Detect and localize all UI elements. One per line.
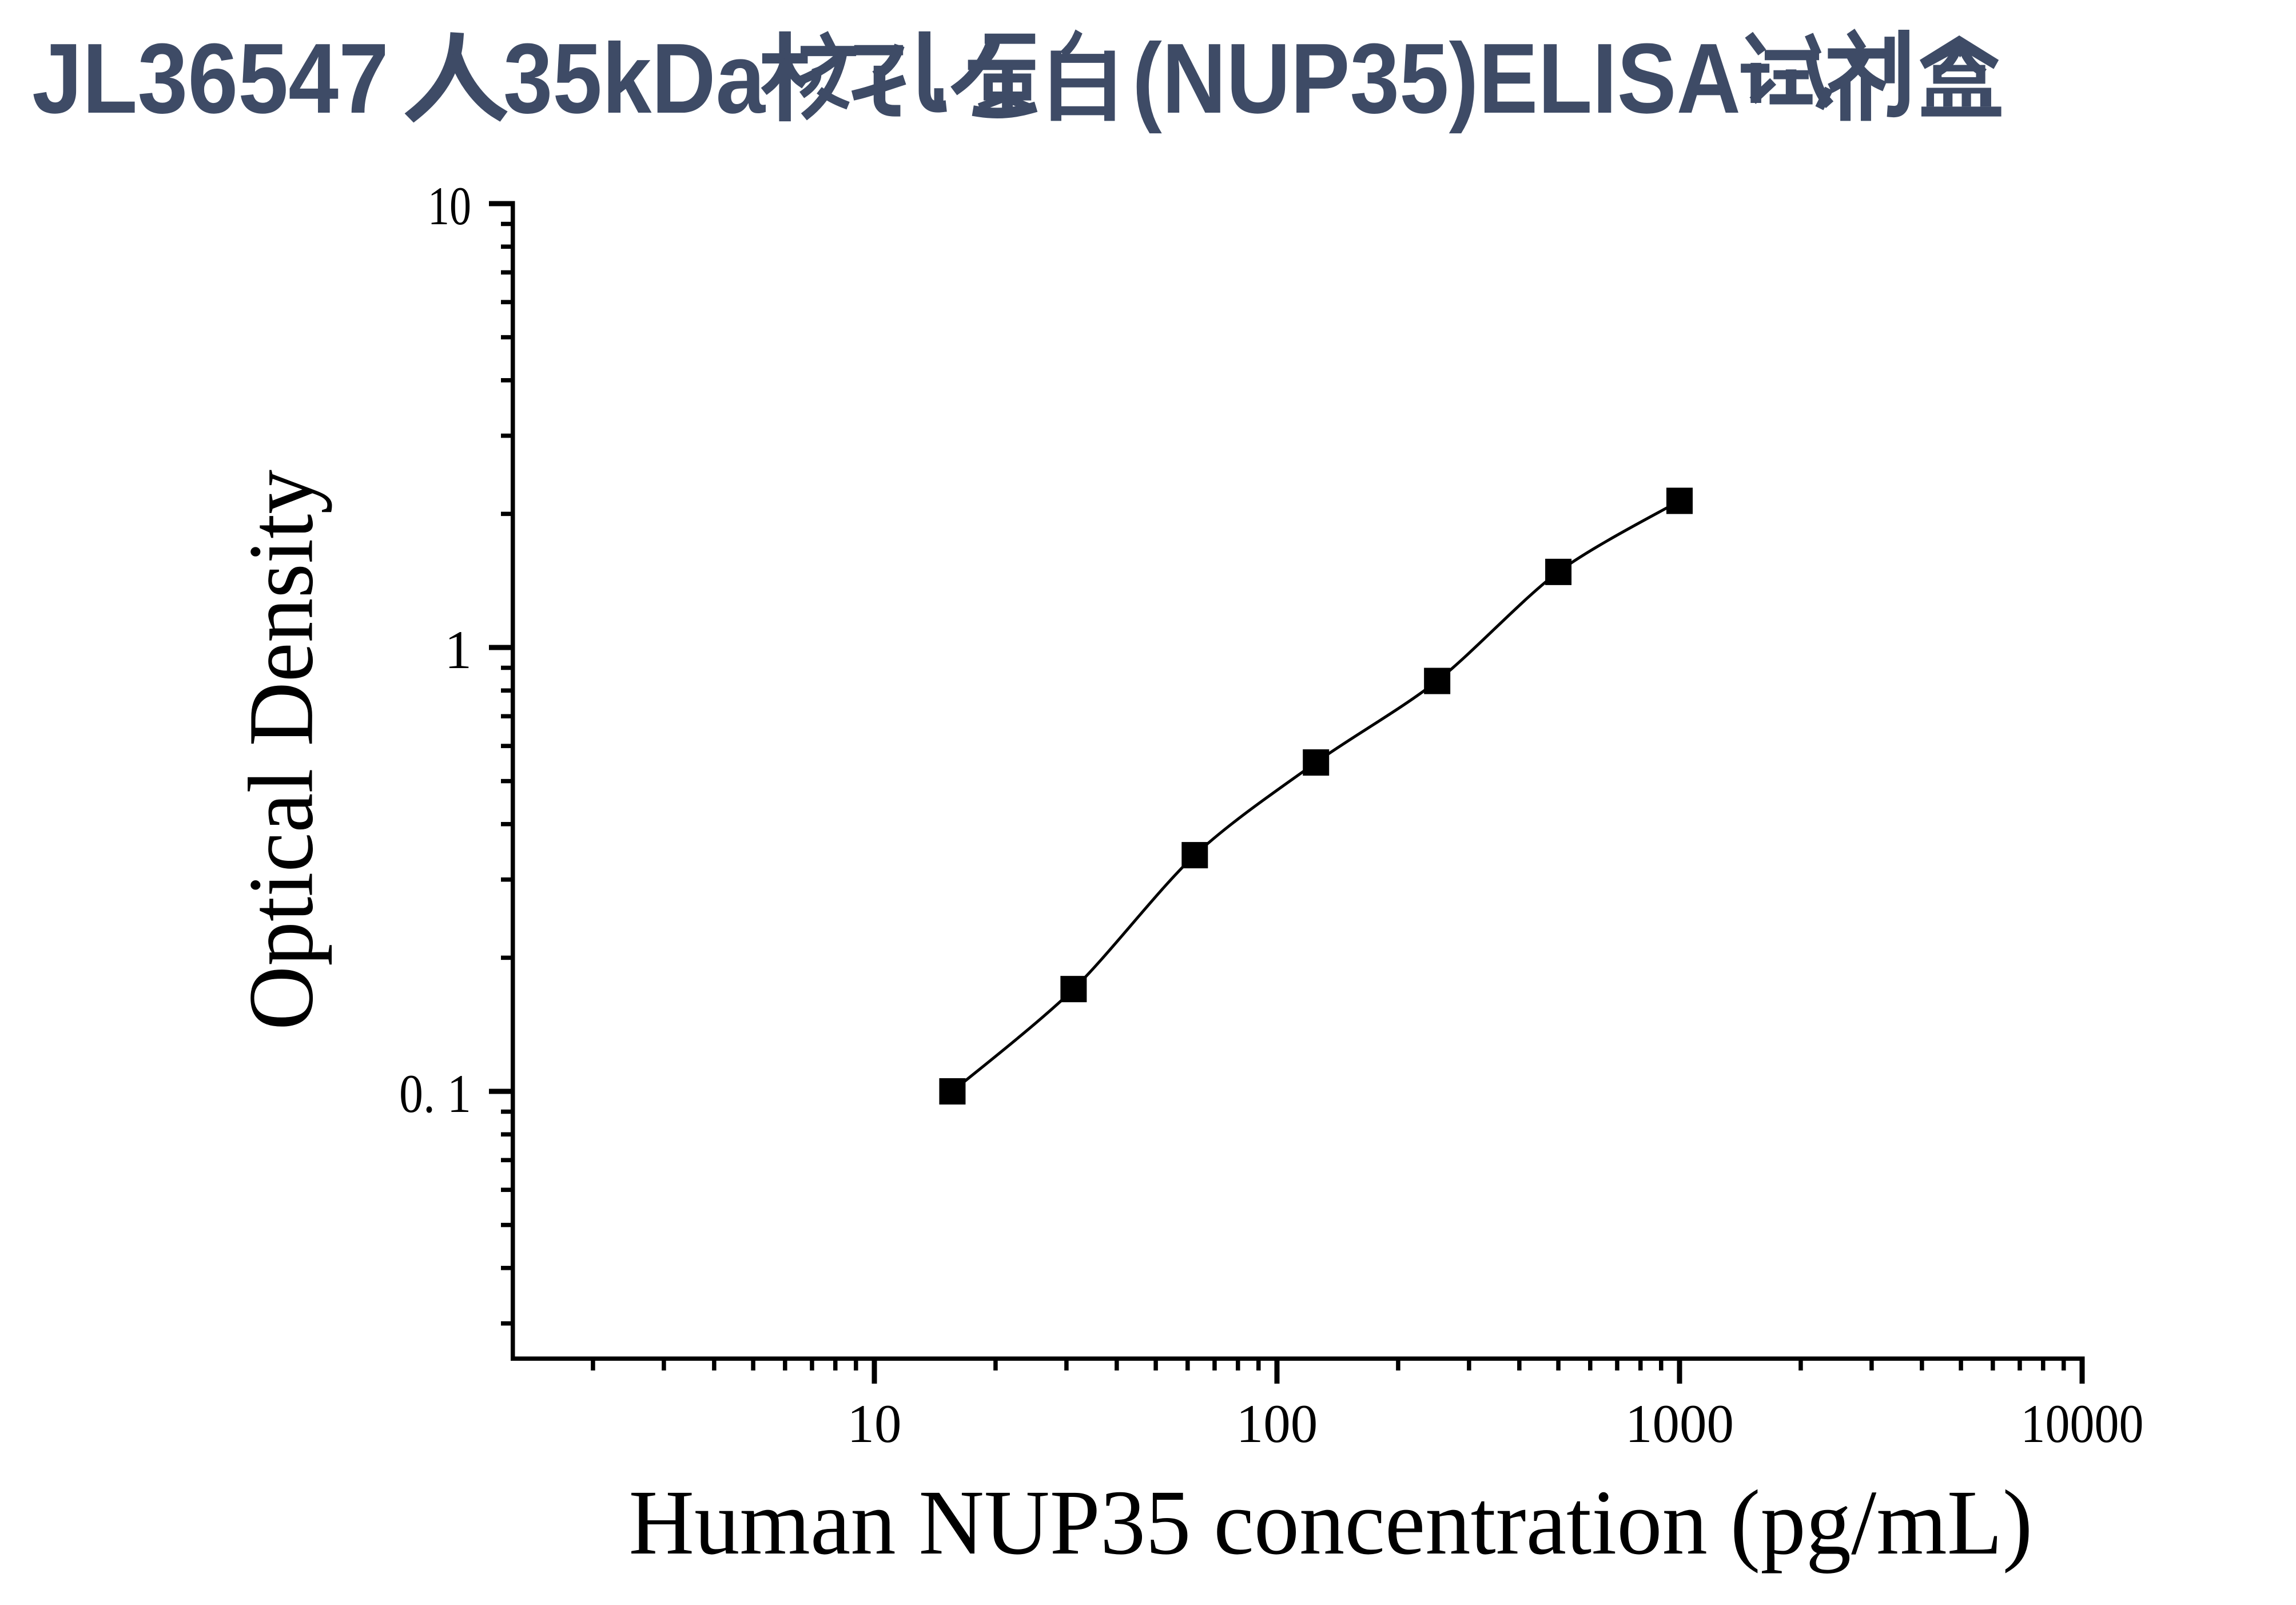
svg-text:JL36547: JL36547: [32, 22, 389, 134]
svg-text:1: 1: [445, 619, 472, 680]
svg-text:1000: 1000: [1625, 1393, 1734, 1454]
svg-text:35kDa: 35kDa: [503, 22, 766, 134]
svg-text:(NUP35)ELISA: (NUP35)ELISA: [1132, 22, 1741, 134]
svg-text:Optical Density: Optical Density: [230, 470, 333, 1030]
svg-text:10: 10: [847, 1393, 902, 1454]
svg-text:0. 1: 0. 1: [399, 1063, 471, 1124]
svg-text:10000: 10000: [2021, 1393, 2144, 1454]
svg-text:Human NUP35 concentration (pg/: Human NUP35 concentration (pg/mL): [629, 1472, 2033, 1574]
svg-text:100: 100: [1236, 1393, 1318, 1454]
svg-text:10: 10: [428, 176, 471, 236]
